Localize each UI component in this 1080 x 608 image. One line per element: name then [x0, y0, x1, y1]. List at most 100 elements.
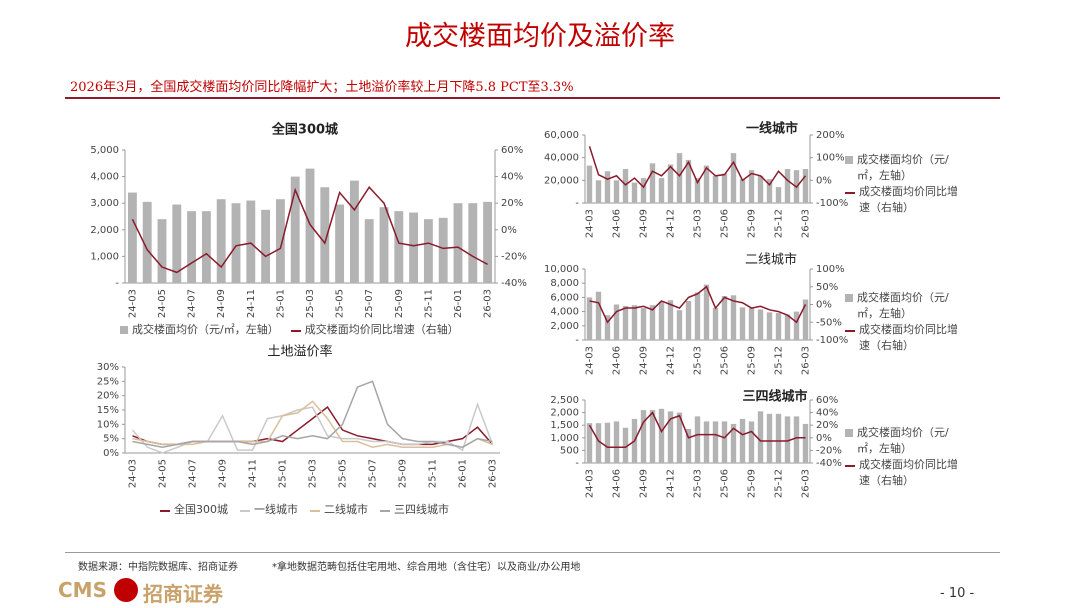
- bar: [739, 179, 746, 203]
- bar: [685, 300, 692, 340]
- bar: [748, 170, 755, 203]
- bar: [676, 153, 683, 203]
- bar: [721, 295, 728, 340]
- y2-tick-label: 0%: [816, 175, 832, 186]
- legend-label: 三四线城市: [394, 503, 449, 516]
- source: 数据来源：中指院数据库、招商证券: [78, 562, 238, 573]
- x-tick-label: 25-09: [747, 469, 758, 498]
- legend-item: 成交楼面均价同比增速（右轴）: [845, 457, 958, 489]
- y2-tick-label: -100%: [816, 198, 848, 209]
- legend-swatch: [845, 330, 855, 332]
- y-tick-label: 20%: [97, 391, 119, 402]
- bar: [649, 163, 656, 203]
- bar: [127, 192, 137, 283]
- x-tick-label: 24-11: [246, 289, 257, 318]
- x-tick-label: 25-03: [305, 289, 316, 318]
- legend-swatch: [380, 510, 390, 512]
- x-tick-label: 25-09: [394, 289, 405, 318]
- bar: [748, 421, 755, 463]
- y2-tick-label: 60%: [501, 145, 523, 156]
- legend-item: 成交楼面均价（元/㎡，左轴）: [845, 425, 958, 457]
- y-tick-label: 6,000: [550, 292, 579, 303]
- x-tick-label: 25-11: [423, 289, 434, 318]
- legend-item: 一线城市: [240, 502, 298, 518]
- bar: [604, 171, 611, 203]
- legend-swatch: [160, 510, 170, 512]
- bar: [703, 284, 710, 340]
- legend-swatch: [845, 429, 853, 437]
- legend-label: 成交楼面均价同比增速（右轴）: [859, 323, 958, 352]
- x-tick-label: 25-03: [693, 346, 704, 375]
- y2-tick-label: 40%: [816, 408, 838, 419]
- y-tick-label: 2,000: [550, 408, 579, 419]
- bar: [187, 211, 197, 283]
- bar: [172, 204, 182, 283]
- bar: [453, 203, 463, 283]
- x-tick-label: 24-03: [585, 346, 596, 375]
- x-tick-label: 25-09: [398, 459, 409, 488]
- legend-swatch: [290, 330, 301, 332]
- x-tick-label: 24-05: [158, 459, 169, 488]
- bar: [766, 312, 773, 340]
- bar: [775, 187, 782, 203]
- y-tick-label: 10%: [97, 419, 119, 430]
- y2-tick-label: 20%: [816, 420, 838, 431]
- bar: [142, 201, 152, 283]
- x-tick-label: 26-03: [483, 289, 494, 318]
- legend-label: 成交楼面均价（元/㎡，左轴）: [857, 291, 949, 320]
- legend-label: 成交楼面均价（元/㎡，左轴）: [857, 153, 949, 182]
- y2-tick-label: -20%: [816, 445, 842, 456]
- bar: [604, 422, 611, 463]
- bar: [320, 187, 330, 283]
- bar: [649, 410, 656, 463]
- x-tick-label: 25-05: [335, 289, 346, 318]
- bar: [201, 211, 211, 283]
- legend-item: 成交楼面均价（元/㎡，左轴）: [120, 322, 279, 338]
- legend: 全国300城 一线城市 二线城市 三四线城市: [160, 502, 520, 518]
- x-tick-label: 26-03: [488, 459, 499, 488]
- y2-tick-label: 100%: [816, 264, 845, 275]
- x-tick-label: 24-09: [639, 469, 650, 498]
- x-tick-label: 25-01: [278, 459, 289, 488]
- x-tick-label: 25-12: [774, 469, 785, 498]
- legend-swatch: [845, 465, 855, 467]
- y-tick-label: 2,000: [90, 225, 119, 236]
- bar: [676, 310, 683, 340]
- y2-tick-label: -100%: [816, 335, 848, 346]
- y-tick-label: 10,000: [544, 264, 579, 275]
- bar: [216, 199, 226, 283]
- legend: 成交楼面均价（元/㎡，左轴） 成交楼面均价同比增速（右轴）: [845, 152, 980, 216]
- logo-en: CMS: [58, 578, 107, 602]
- legend-item: 三四线城市: [380, 502, 449, 518]
- line: [588, 146, 807, 189]
- legend-item: 成交楼面均价同比增速（右轴）: [845, 184, 968, 216]
- y-tick-label: 1,500: [550, 420, 579, 431]
- y-tick-label: 30%: [97, 362, 119, 373]
- y2-tick-label: 200%: [816, 130, 845, 141]
- y2-tick-label: -50%: [816, 317, 842, 328]
- x-tick-label: 26-01: [453, 289, 464, 318]
- line: [131, 186, 488, 274]
- legend-label: 成交楼面均价（元/㎡，左轴）: [857, 426, 949, 455]
- bar: [757, 175, 764, 203]
- bar: [694, 292, 701, 340]
- x-tick-label: 25-05: [338, 459, 349, 488]
- bar: [640, 178, 647, 203]
- y-tick-label: 40,000: [544, 153, 579, 164]
- bar: [694, 178, 701, 203]
- bar: [730, 423, 737, 463]
- x-tick-label: 25-09: [747, 346, 758, 375]
- bar: [468, 203, 478, 283]
- line: [589, 285, 807, 324]
- bar: [231, 203, 241, 283]
- x-tick-label: 26-03: [801, 469, 812, 498]
- bar: [739, 418, 746, 463]
- bar: [335, 204, 345, 283]
- y2-tick-label: 20%: [501, 198, 523, 209]
- x-tick-label: 25-03: [308, 459, 319, 488]
- y2-tick-label: 0%: [501, 225, 517, 236]
- legend-item: 成交楼面均价同比增速（右轴）: [290, 322, 459, 338]
- x-tick-label: 24-06: [612, 469, 623, 498]
- legend-item: 二线城市: [310, 502, 368, 518]
